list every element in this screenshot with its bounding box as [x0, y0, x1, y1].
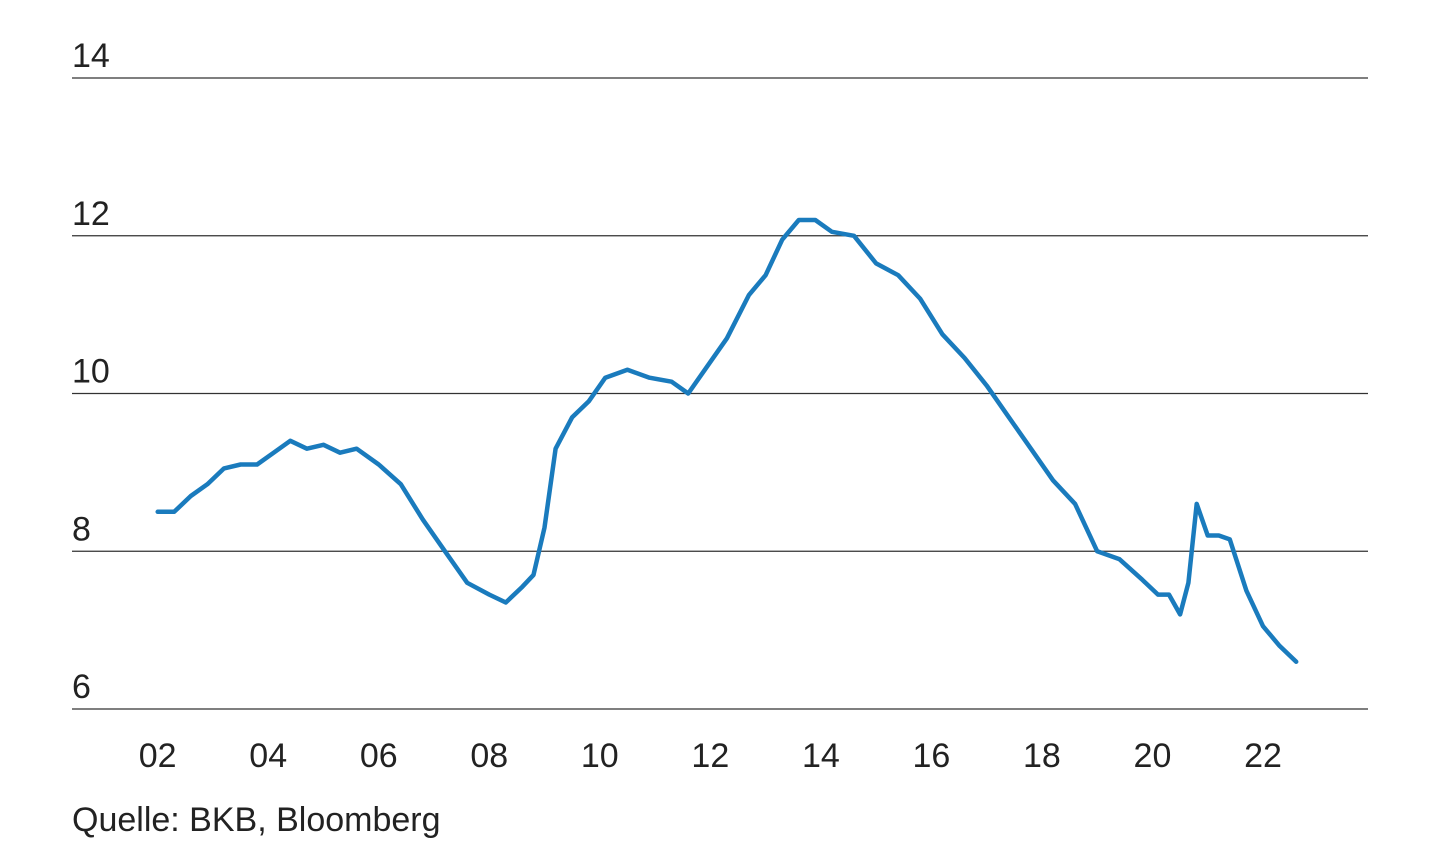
- x-tick-label: 22: [1244, 737, 1282, 775]
- x-tick-label: 18: [1023, 737, 1061, 775]
- x-tick-label: 08: [470, 737, 508, 775]
- x-tick-label: 12: [691, 737, 729, 775]
- series-line: [155, 217, 1299, 664]
- y-axis-ticks: 6 8 10 12 14: [72, 37, 110, 706]
- y-tick-label: 8: [72, 510, 91, 548]
- x-tick-label: 10: [581, 737, 619, 775]
- x-tick-label: 04: [249, 737, 287, 775]
- y-tick-label: 14: [72, 37, 110, 75]
- gridlines: [72, 77, 1368, 710]
- source-note: Quelle: BKB, Bloomberg: [72, 801, 441, 839]
- x-axis-ticks: 02 04 06 08 10 12 14 16 18 20 22: [139, 737, 1282, 775]
- x-tick-label: 06: [360, 737, 398, 775]
- y-tick-label: 6: [72, 668, 91, 706]
- y-tick-label: 10: [72, 353, 110, 391]
- y-tick-label: 12: [72, 195, 110, 233]
- x-tick-label: 20: [1134, 737, 1172, 775]
- x-tick-label: 02: [139, 737, 177, 775]
- x-tick-label: 16: [912, 737, 950, 775]
- x-tick-label: 14: [802, 737, 840, 775]
